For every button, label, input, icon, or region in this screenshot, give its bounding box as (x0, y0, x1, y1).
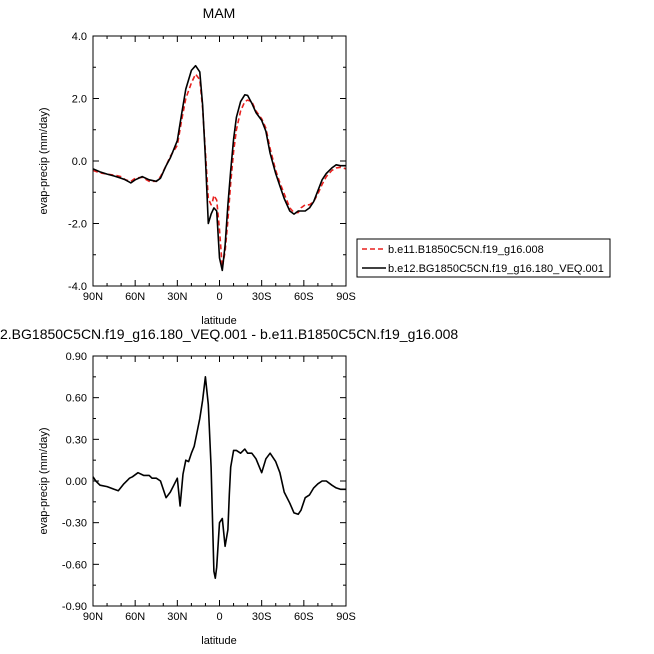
y-tick-label-top-0: -4.0 (68, 281, 87, 293)
x-tick-label-top-3: 0 (216, 291, 222, 303)
x-tick-label-bottom-5: 60S (294, 611, 314, 623)
y-tick-label-top-4: 4.0 (72, 31, 87, 43)
x-tick-label-bottom-3: 0 (216, 611, 222, 623)
y-tick-label-top-2: 0.0 (72, 156, 87, 168)
x-axis-label-top: latitude (201, 315, 236, 327)
series-line-top-2 (92, 64, 346, 272)
chart-title-top: MAM (203, 5, 236, 21)
series-line-top-1 (92, 73, 347, 269)
chart-title-bottom: 2.BG1850C5CN.f19_g16.180_VEQ.001 - b.e11… (0, 326, 458, 342)
y-tick-label-bottom-1: -0.60 (62, 559, 87, 571)
y-tick-label-bottom-3: 0.00 (66, 476, 87, 488)
y-tick-label-bottom-6: 0.90 (66, 351, 87, 363)
x-tick-label-top-2: 30N (167, 291, 187, 303)
series-line-bottom-1 (92, 376, 346, 579)
chart-top: MAM latitude evap-precip (mm/day) 90N 60N… (38, 5, 356, 327)
plot-area-top (92, 64, 347, 272)
legend: b.e11.B1850C5CN.f19_g16.008 b.e12.BG1850… (356, 238, 611, 278)
y-tick-label-bottom-5: 0.60 (66, 393, 87, 405)
y-axis-label-bottom: evap-precip (mm/day) (38, 428, 50, 535)
plot-frame-bottom (92, 355, 347, 607)
legend-box (356, 238, 611, 278)
x-tick-label-bottom-2: 30N (167, 611, 187, 623)
x-axis-label-bottom: latitude (201, 635, 236, 647)
plot-area-bottom (92, 376, 346, 579)
y-tick-label-top-1: -2.0 (68, 219, 87, 231)
x-tick-label-bottom-4: 30S (252, 611, 272, 623)
y-axis-label-top: evap-precip (mm/day) (38, 108, 50, 215)
y-tick-label-bottom-4: 0.30 (66, 434, 87, 446)
y-tick-label-bottom-2: -0.30 (62, 518, 87, 530)
legend-entry-series-1: b.e11.B1850C5CN.f19_g16.008 (388, 244, 544, 256)
x-tick-label-top-6: 90S (336, 291, 356, 303)
x-tick-label-top-0: 90N (83, 291, 103, 303)
y-tick-label-top-3: 2.0 (72, 94, 87, 106)
legend-entry-series-2: b.e12.BG1850C5CN.f19_g16.180_VEQ.001 (388, 263, 604, 275)
y-tick-label-bottom-0: -0.90 (62, 601, 87, 613)
x-tick-label-top-4: 30S (252, 291, 272, 303)
chart-bottom: 2.BG1850C5CN.f19_g16.180_VEQ.001 - b.e11… (0, 326, 458, 647)
x-tick-label-top-1: 60N (125, 291, 145, 303)
x-tick-label-bottom-6: 90S (336, 611, 356, 623)
x-tick-label-bottom-1: 60N (125, 611, 145, 623)
x-tick-label-top-5: 60S (294, 291, 314, 303)
x-tick-label-bottom-0: 90N (83, 611, 103, 623)
